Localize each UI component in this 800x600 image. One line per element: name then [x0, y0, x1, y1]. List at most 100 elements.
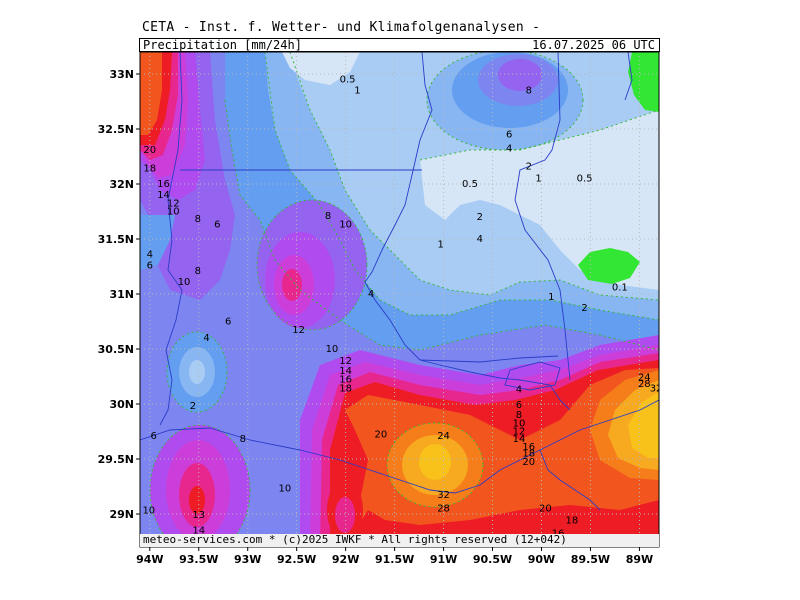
contour-line: [149, 424, 251, 547]
contour-label: 32: [437, 490, 450, 501]
contour-label: 14: [339, 366, 352, 377]
river-pearl: [624, 52, 633, 101]
contour-label: 12: [339, 356, 352, 367]
contour-label: 6: [147, 260, 153, 271]
graticule: [140, 52, 659, 547]
state-border-ms: [419, 355, 559, 363]
copyright-bar: meteo-services.com * (c)2025 IWKF * All …: [140, 533, 659, 547]
contour-label: 14: [513, 434, 526, 445]
contour-label: 10: [279, 484, 292, 495]
contour-label: 6: [151, 431, 157, 442]
contour-line: [224, 99, 659, 351]
west-orange-core: [140, 52, 162, 135]
contour-label: 4: [203, 333, 209, 344]
contour-line: [426, 52, 584, 151]
contour-label: 1: [548, 292, 554, 303]
contour-label: 20: [539, 503, 552, 514]
blue-hole-west-core: [189, 360, 205, 384]
contour-label: 8: [526, 85, 532, 96]
contour-label: 18: [143, 164, 156, 175]
lon-tick-label: 94W: [136, 553, 163, 566]
precip-field: [140, 52, 659, 547]
contour-label: 2: [190, 401, 196, 412]
south-yellow-core: [419, 444, 451, 480]
blue-edge-west: [140, 215, 175, 270]
lon-tick-label: 90.5W: [473, 553, 512, 566]
contour-label: 20: [375, 430, 388, 441]
borders: [140, 52, 659, 511]
river-mississippi: [364, 52, 571, 411]
contour-label: 16: [157, 179, 170, 190]
contour-label: 32: [650, 384, 663, 395]
chart-title: CETA - Inst. f. Wetter- und Klimafolgena…: [142, 20, 541, 35]
contour-label: 28: [437, 503, 450, 514]
contour-label: 4: [147, 249, 153, 260]
contour-line: [256, 199, 368, 331]
contour-label: 12: [513, 426, 526, 437]
contour-label: 24: [437, 431, 450, 442]
contour-label: 4: [516, 385, 522, 396]
contour-label: 12: [167, 199, 180, 210]
sw-red-core: [189, 486, 205, 514]
contour-label: 0.5: [462, 179, 478, 190]
contour-label: 8: [195, 214, 201, 225]
lat-tick-label: 30N: [109, 398, 134, 411]
lat-tick-label: 31.5N: [98, 233, 134, 246]
south-pink-blob: [335, 497, 355, 533]
contour-label: 16: [522, 442, 535, 453]
lon-tick-label: 90W: [528, 553, 555, 566]
contour-label: 1: [535, 173, 541, 184]
contour-label: 4: [506, 144, 512, 155]
lon-tick-label: 93W: [234, 553, 261, 566]
contour-label: 4: [368, 289, 374, 300]
lon-tick-label: 92.5W: [277, 553, 316, 566]
contour-label: 24: [638, 373, 651, 384]
lat-tick-label: 29.5N: [98, 453, 134, 466]
contour-label: 6: [516, 400, 522, 411]
contour-label: 10: [167, 206, 180, 217]
contour-label: 8: [325, 211, 331, 222]
lon-tick-label: 91.5W: [375, 553, 414, 566]
pale-zone-north: [282, 52, 360, 85]
contour-label: 2: [477, 212, 483, 223]
contour-label: 12: [292, 325, 305, 336]
contour-label: 0.5: [340, 74, 356, 85]
contour-label: 8: [240, 434, 246, 445]
map-frame: [139, 51, 660, 548]
variable-label: Precipitation [mm/24h]: [143, 38, 302, 52]
central-pink-core: [282, 269, 302, 301]
contour-label: 14: [192, 525, 205, 536]
contour-label: 10: [513, 419, 526, 430]
contour-label: 18: [565, 516, 578, 527]
lon-tick-label: 91W: [430, 553, 457, 566]
contour-label: 10: [142, 506, 155, 517]
contour-label: 18: [339, 384, 352, 395]
green-area-northeast: [628, 52, 659, 112]
pale-zone-east: [420, 110, 659, 290]
valid-time: 16.07.2025 06 UTC: [532, 38, 655, 52]
contour-label: 6: [506, 129, 512, 140]
lake-pontchartrain: [504, 361, 561, 391]
lat-tick-label: 32.5N: [98, 123, 134, 136]
contour-label: 18: [522, 448, 535, 459]
river-sabine: [159, 52, 183, 426]
axis-ticks: 33N 32.5N 32N 31.5N 31N 30.5N 30N 29.5N 29N 94W 93…: [98, 68, 654, 566]
contour-label: 0.5: [577, 173, 593, 184]
contour-label: 20: [143, 145, 156, 156]
lat-tick-label: 31N: [109, 288, 134, 301]
contour-label: 4: [477, 234, 483, 245]
contour-label: 1: [354, 85, 360, 96]
contour-label: 6: [225, 316, 231, 327]
lat-tick-label: 33N: [109, 68, 134, 81]
contour-label: 2: [526, 161, 532, 172]
contour-label: 20: [522, 457, 535, 468]
contour-line: [289, 52, 659, 301]
state-border-east: [514, 52, 571, 381]
contour-label: 0.1: [612, 282, 628, 293]
contour-label: 10: [178, 277, 191, 288]
lat-tick-label: 30.5N: [98, 343, 134, 356]
contour-label: 14: [157, 190, 170, 201]
violet-blob-north-core: [498, 59, 542, 91]
east-yellow-core: [628, 392, 659, 458]
contour-line: [386, 422, 484, 508]
